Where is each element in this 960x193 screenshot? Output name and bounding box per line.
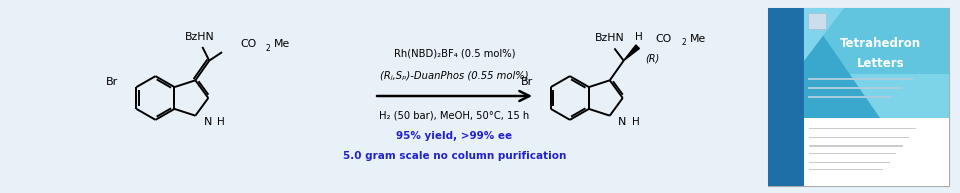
Polygon shape [624, 45, 639, 61]
Bar [809, 136, 909, 138]
Text: 2: 2 [266, 44, 271, 53]
Text: (Rⱼ,Sₚ)-DuanPhos (0.55 mol%): (Rⱼ,Sₚ)-DuanPhos (0.55 mol%) [380, 70, 529, 80]
Text: Letters: Letters [856, 57, 904, 69]
Bar [804, 119, 949, 186]
Text: Br: Br [107, 77, 118, 87]
Bar [807, 13, 826, 29]
Text: 2: 2 [682, 38, 686, 47]
Bar [809, 162, 890, 163]
Bar [809, 128, 916, 129]
Text: BzHN: BzHN [594, 33, 624, 43]
Bar [768, 8, 949, 119]
Bar [809, 169, 883, 170]
Text: H: H [635, 32, 642, 42]
Text: 95% yield, >99% ee: 95% yield, >99% ee [396, 131, 513, 141]
Text: CO: CO [240, 39, 256, 49]
Bar [768, 74, 949, 119]
Text: H₂ (50 bar), MeOH, 50°C, 15 h: H₂ (50 bar), MeOH, 50°C, 15 h [379, 111, 530, 121]
Text: H: H [632, 117, 639, 127]
Text: Rh(NBD)₂BF₄ (0.5 mol%): Rh(NBD)₂BF₄ (0.5 mol%) [394, 48, 516, 58]
Bar [809, 146, 902, 147]
Bar [807, 78, 913, 80]
Text: BzHN: BzHN [184, 32, 214, 42]
Text: Br: Br [520, 77, 533, 87]
Polygon shape [804, 8, 880, 119]
Text: 5.0 gram scale no column purification: 5.0 gram scale no column purification [343, 151, 566, 161]
Text: H: H [217, 117, 225, 127]
Text: N: N [618, 117, 626, 127]
Bar [807, 96, 891, 98]
Text: N: N [204, 117, 212, 127]
Bar [809, 153, 896, 154]
Text: CO: CO [656, 34, 672, 44]
Text: Me: Me [274, 39, 290, 49]
Polygon shape [804, 8, 844, 61]
Text: (R): (R) [645, 54, 660, 64]
Bar [768, 8, 804, 186]
Bar [768, 8, 949, 186]
Text: Tetrahedron: Tetrahedron [840, 37, 921, 50]
Text: Me: Me [689, 34, 706, 44]
Bar [807, 87, 902, 89]
